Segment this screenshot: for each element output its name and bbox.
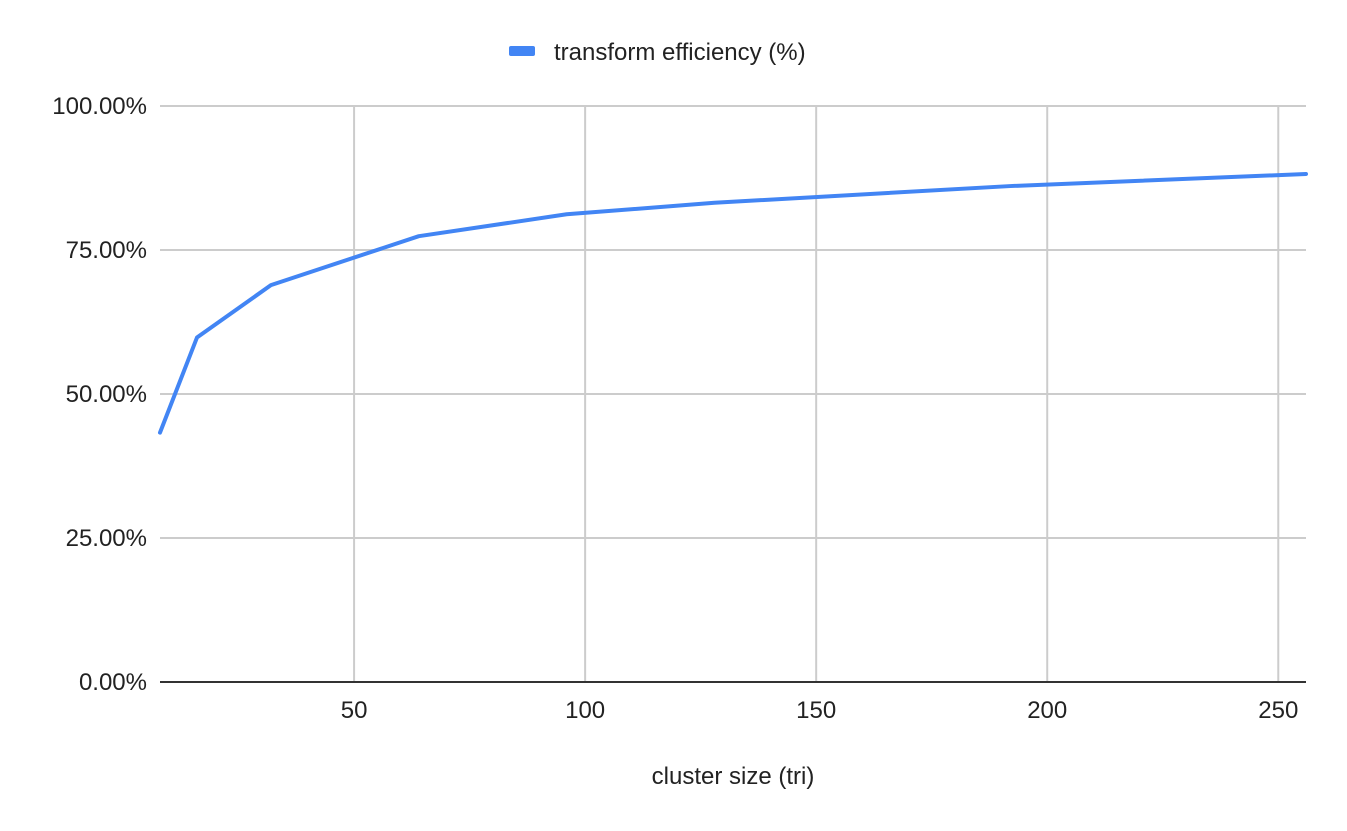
x-axis-title: cluster size (tri) xyxy=(652,763,815,790)
x-tick-label: 50 xyxy=(341,697,368,724)
legend: transform efficiency (%) xyxy=(509,39,806,66)
series-group xyxy=(158,171,1308,435)
x-tick-label: 100 xyxy=(565,697,605,724)
y-tick-label: 50.00% xyxy=(66,381,147,408)
x-axis-tick-labels: 50 100 150 200 250 xyxy=(341,697,1299,724)
series-line-transform-efficiency xyxy=(158,171,1308,435)
y-tick-label: 100.00% xyxy=(52,93,147,120)
y-tick-label: 75.00% xyxy=(66,237,147,264)
gridlines xyxy=(160,105,1306,682)
x-tick-label: 250 xyxy=(1258,697,1298,724)
legend-label-transform-efficiency: transform efficiency (%) xyxy=(554,39,806,66)
x-tick-label: 200 xyxy=(1027,697,1067,724)
y-tick-label: 0.00% xyxy=(79,669,147,696)
y-tick-label: 25.00% xyxy=(66,525,147,552)
x-tick-label: 150 xyxy=(796,697,836,724)
y-axis-tick-labels: 0.00% 25.00% 50.00% 75.00% 100.00% xyxy=(52,93,147,696)
legend-swatch xyxy=(509,46,535,56)
